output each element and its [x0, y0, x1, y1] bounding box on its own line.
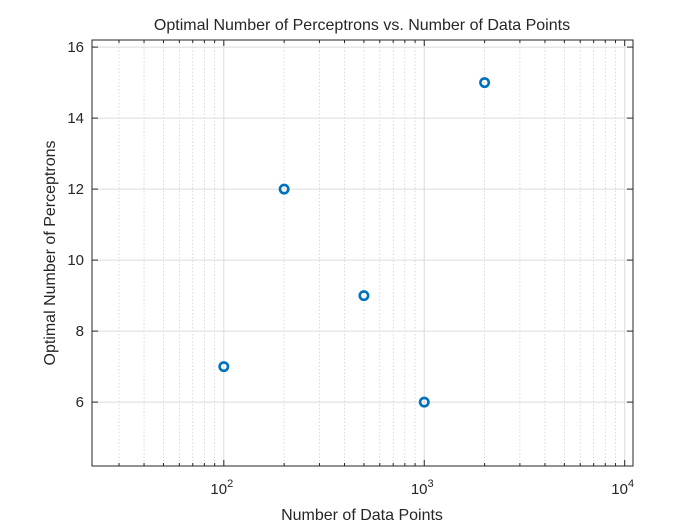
- y-tick-label: 14: [67, 110, 84, 127]
- x-tick-label: 103: [411, 478, 434, 498]
- y-tick-label: 12: [67, 181, 84, 198]
- chart-title: Optimal Number of Perceptrons vs. Number…: [154, 17, 570, 34]
- ticks-layer: 102 103 104 6 8 10 12 14 16: [67, 39, 634, 498]
- y-tick-label: 8: [76, 323, 84, 340]
- y-axis-label: Optimal Number of Perceptrons: [42, 141, 59, 366]
- data-point: [278, 183, 290, 195]
- data-point: [479, 77, 491, 89]
- grid-layer: [92, 40, 633, 466]
- plot-area: [92, 40, 633, 466]
- data-point: [218, 361, 230, 373]
- y-tick-label: 16: [67, 39, 84, 56]
- y-tick-label: 6: [76, 394, 84, 411]
- y-tick-label: 10: [67, 252, 84, 269]
- points-layer: [218, 77, 491, 408]
- data-point: [418, 396, 430, 408]
- data-point: [358, 290, 370, 302]
- x-axis-label: Number of Data Points: [281, 507, 443, 524]
- x-tick-label: 102: [210, 478, 233, 498]
- x-tick-label: 104: [611, 478, 634, 498]
- plot-border: [91, 39, 634, 467]
